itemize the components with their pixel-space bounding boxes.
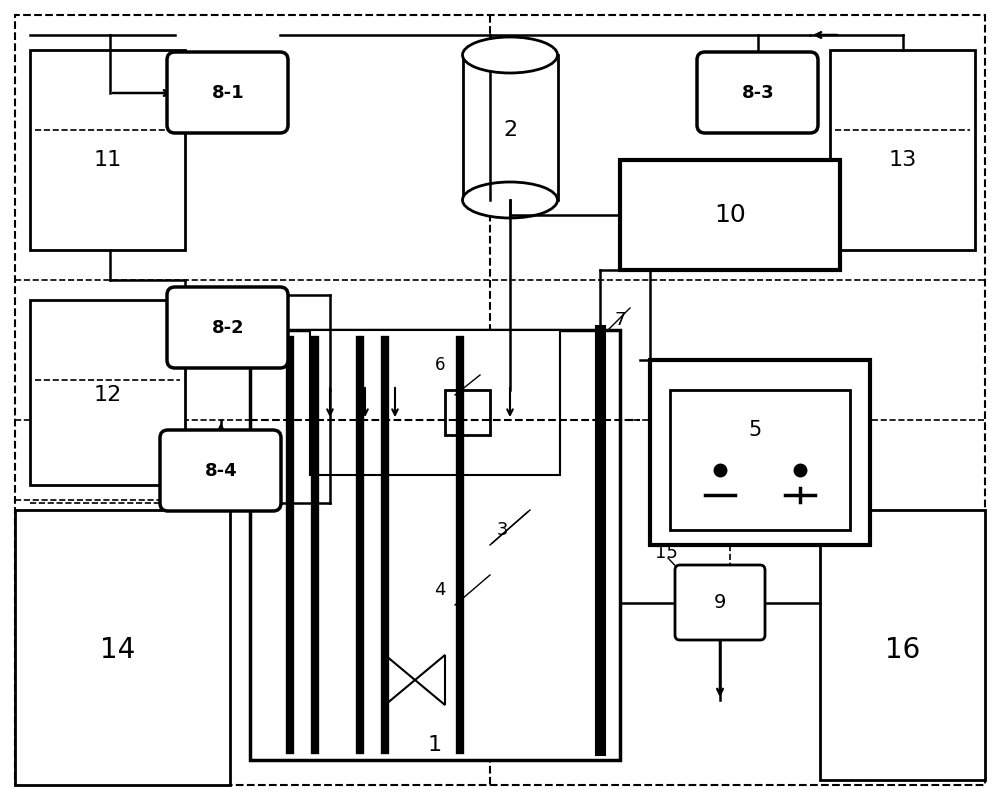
Ellipse shape: [462, 37, 558, 73]
Text: 16: 16: [885, 636, 921, 664]
FancyBboxPatch shape: [675, 565, 765, 640]
Text: 14: 14: [100, 636, 136, 664]
Bar: [445, 390, 490, 435]
Bar: [820, 510, 985, 780]
FancyBboxPatch shape: [167, 52, 288, 133]
Text: 13: 13: [889, 150, 917, 170]
Bar: [670, 390, 850, 530]
Text: 7: 7: [614, 311, 626, 329]
Text: 12: 12: [94, 385, 122, 405]
Ellipse shape: [462, 182, 558, 218]
Text: 8-4: 8-4: [205, 462, 237, 480]
Bar: [463, 55, 558, 200]
Text: 1: 1: [428, 735, 442, 755]
Text: 8-2: 8-2: [212, 319, 244, 337]
Bar: [650, 360, 870, 545]
Text: 4: 4: [434, 581, 446, 599]
Text: 3: 3: [496, 521, 508, 539]
Bar: [830, 50, 975, 250]
Text: 8-1: 8-1: [212, 84, 244, 102]
FancyBboxPatch shape: [160, 430, 281, 511]
Bar: [15, 510, 230, 785]
Text: 10: 10: [714, 203, 746, 227]
Text: 8-3: 8-3: [742, 84, 774, 102]
Text: 5: 5: [748, 420, 762, 440]
Text: 9: 9: [714, 594, 726, 613]
Bar: [30, 50, 185, 250]
Text: 11: 11: [94, 150, 122, 170]
FancyBboxPatch shape: [167, 287, 288, 368]
Text: 15: 15: [655, 544, 677, 562]
FancyBboxPatch shape: [697, 52, 818, 133]
Bar: [310, 330, 560, 475]
Text: 2: 2: [503, 120, 517, 140]
Text: 6: 6: [435, 356, 445, 374]
Bar: [620, 160, 840, 270]
Bar: [30, 300, 185, 485]
Bar: [250, 330, 620, 760]
